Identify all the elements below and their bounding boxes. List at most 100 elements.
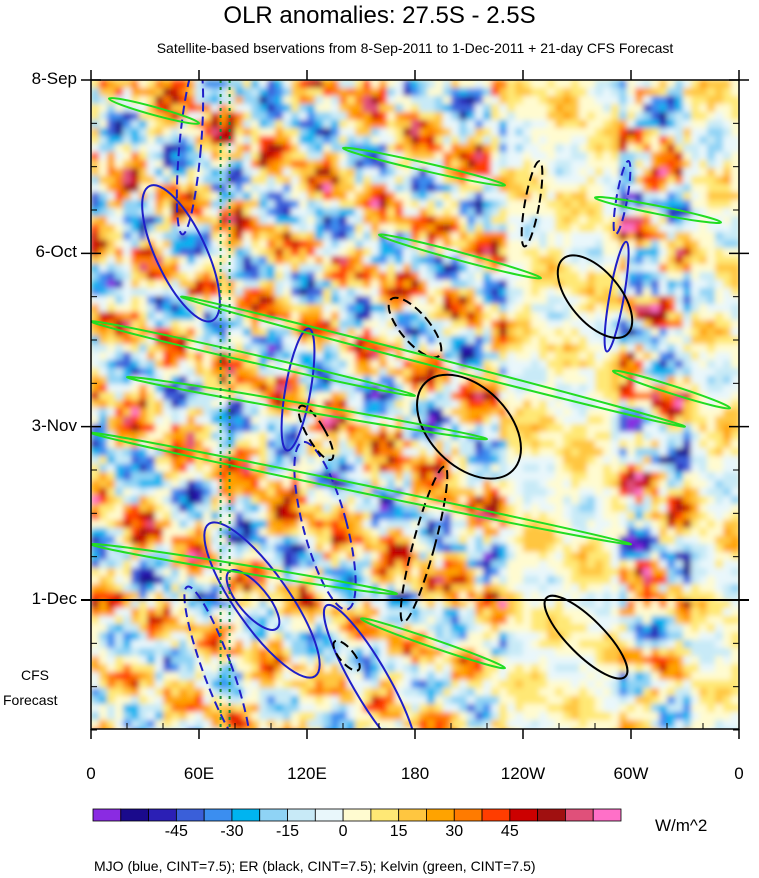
field-cell bbox=[595, 120, 604, 129]
field-cell bbox=[523, 264, 532, 273]
field-cell bbox=[315, 328, 324, 337]
field-cell bbox=[643, 160, 652, 169]
field-cell bbox=[667, 184, 676, 193]
field-cell bbox=[147, 136, 156, 145]
field-cell bbox=[579, 224, 588, 233]
field-cell bbox=[171, 88, 180, 97]
field-cell bbox=[363, 88, 372, 97]
field-cell bbox=[403, 504, 412, 513]
field-cell bbox=[115, 408, 124, 417]
field-cell bbox=[171, 440, 180, 449]
field-cell bbox=[619, 192, 628, 201]
field-cell bbox=[139, 496, 148, 505]
field-cell bbox=[331, 200, 340, 209]
field-cell bbox=[411, 224, 420, 233]
field-cell bbox=[627, 504, 636, 513]
field-cell bbox=[619, 504, 628, 513]
field-cell bbox=[675, 296, 684, 305]
field-cell bbox=[179, 400, 188, 409]
field-cell bbox=[243, 160, 252, 169]
field-cell bbox=[115, 344, 124, 353]
field-cell bbox=[107, 200, 116, 209]
field-cell bbox=[475, 544, 484, 553]
field-cell bbox=[395, 512, 404, 521]
field-cell bbox=[363, 128, 372, 137]
field-cell bbox=[411, 376, 420, 385]
field-cell bbox=[203, 320, 212, 329]
field-cell bbox=[731, 344, 739, 353]
field-cell bbox=[371, 424, 380, 433]
field-cell bbox=[563, 88, 572, 97]
field-cell bbox=[491, 208, 500, 217]
field-cell bbox=[659, 384, 668, 393]
field-cell bbox=[267, 152, 276, 161]
field-cell bbox=[139, 80, 148, 89]
field-cell bbox=[275, 408, 284, 417]
field-cell bbox=[499, 312, 508, 321]
field-cell bbox=[131, 520, 140, 529]
field-cell bbox=[491, 344, 500, 353]
field-cell bbox=[187, 408, 196, 417]
field-cell bbox=[107, 240, 116, 249]
field-cell bbox=[179, 448, 188, 457]
field-cell bbox=[339, 456, 348, 465]
field-cell bbox=[171, 216, 180, 225]
field-cell bbox=[723, 504, 732, 513]
field-cell bbox=[347, 400, 356, 409]
field-cell bbox=[603, 296, 612, 305]
field-cell bbox=[411, 456, 420, 465]
field-cell bbox=[531, 384, 540, 393]
field-cell bbox=[123, 552, 132, 561]
field-cell bbox=[411, 320, 420, 329]
field-cell bbox=[435, 80, 444, 89]
field-cell bbox=[547, 248, 556, 257]
field-cell bbox=[291, 128, 300, 137]
field-cell bbox=[611, 288, 620, 297]
field-cell bbox=[299, 176, 308, 185]
field-cell bbox=[699, 560, 708, 569]
field-cell bbox=[659, 504, 668, 513]
field-cell bbox=[123, 128, 132, 137]
field-cell bbox=[539, 256, 548, 265]
field-cell bbox=[483, 416, 492, 425]
field-cell bbox=[667, 256, 676, 265]
field-cell bbox=[523, 528, 532, 537]
field-cell bbox=[227, 192, 236, 201]
field-cell bbox=[235, 216, 244, 225]
field-cell bbox=[179, 376, 188, 385]
field-cell bbox=[139, 264, 148, 273]
field-cell bbox=[299, 568, 308, 577]
field-cell bbox=[483, 352, 492, 361]
field-cell bbox=[411, 368, 420, 377]
field-cell bbox=[627, 248, 636, 257]
field-cell bbox=[323, 448, 332, 457]
field-cell bbox=[395, 224, 404, 233]
field-cell bbox=[691, 408, 700, 417]
field-cell bbox=[227, 264, 236, 273]
field-cell bbox=[163, 312, 172, 321]
field-cell bbox=[683, 320, 692, 329]
field-cell bbox=[603, 104, 612, 113]
field-cell bbox=[523, 432, 532, 441]
field-cell bbox=[643, 256, 652, 265]
field-cell bbox=[539, 520, 548, 529]
field-cell bbox=[91, 224, 100, 233]
field-cell bbox=[523, 88, 532, 97]
field-cell bbox=[587, 248, 596, 257]
field-cell bbox=[395, 504, 404, 513]
field-cell bbox=[355, 552, 364, 561]
field-cell bbox=[155, 248, 164, 257]
field-cell bbox=[731, 232, 739, 241]
field-cell bbox=[475, 208, 484, 217]
field-cell bbox=[699, 336, 708, 345]
field-cell bbox=[723, 320, 732, 329]
field-cell bbox=[339, 472, 348, 481]
field-cell bbox=[435, 264, 444, 273]
field-cell bbox=[131, 216, 140, 225]
field-cell bbox=[347, 304, 356, 313]
field-cell bbox=[323, 328, 332, 337]
field-cell bbox=[115, 400, 124, 409]
field-cell bbox=[411, 344, 420, 353]
field-cell bbox=[707, 496, 716, 505]
field-cell bbox=[267, 432, 276, 441]
